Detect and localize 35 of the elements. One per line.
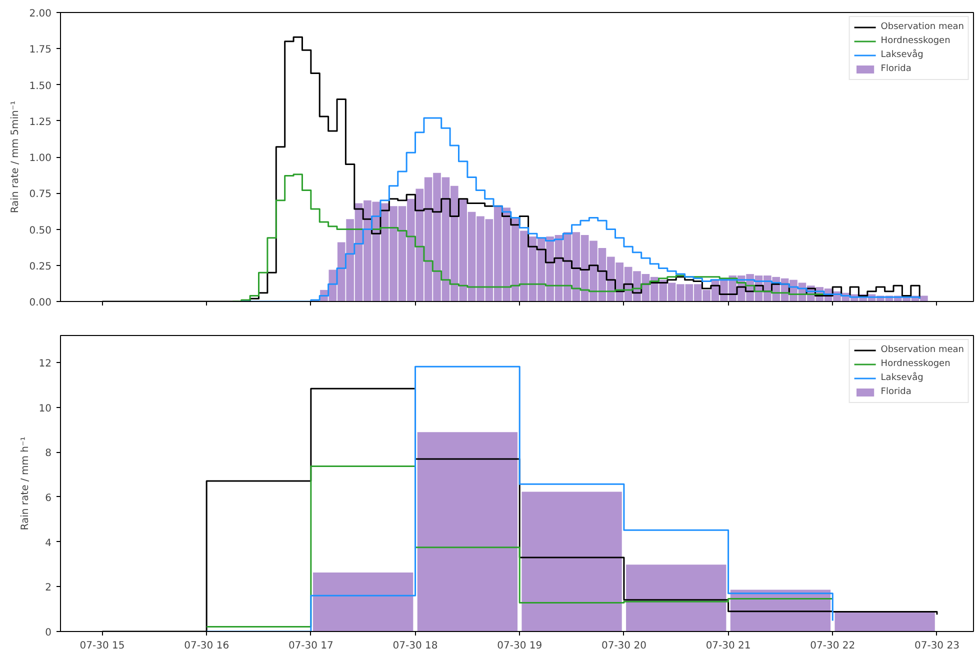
y-tick-label: 1.25 bbox=[29, 116, 52, 128]
y-tick-label: 1.50 bbox=[29, 80, 52, 92]
x-tick-label: 07-30 23 bbox=[914, 640, 960, 652]
legend-label: Florida bbox=[880, 386, 912, 398]
y-tick-label: 6 bbox=[45, 492, 52, 504]
y-tick-label: 2 bbox=[45, 582, 52, 594]
x-tick-label: 07-30 16 bbox=[184, 640, 230, 652]
legend-label: Laksevåg bbox=[880, 372, 924, 384]
x-tick-label: 07-30 17 bbox=[288, 640, 334, 652]
y-tick-label: 1.75 bbox=[29, 44, 52, 56]
x-tick-label: 07-30 20 bbox=[601, 640, 646, 652]
x-tick-label: 07-30 21 bbox=[706, 640, 751, 652]
legend-label: Laksevåg bbox=[880, 49, 924, 61]
legend-label: Observation mean bbox=[880, 21, 964, 33]
legend-label: Observation mean bbox=[880, 344, 964, 356]
y-tick-label: 1.00 bbox=[29, 153, 52, 164]
y-tick-label: 10 bbox=[38, 403, 52, 414]
y-tick-label: 0.25 bbox=[29, 261, 52, 272]
legend-label: Hordnesskogen bbox=[880, 358, 950, 370]
x-tick-label: 07-30 18 bbox=[392, 640, 438, 652]
x-tick-label: 07-30 19 bbox=[497, 640, 542, 652]
y-tick-label: 8 bbox=[45, 448, 52, 460]
y-tick-label: 0.75 bbox=[29, 189, 52, 200]
y-tick-label: 2.00 bbox=[29, 8, 52, 20]
y-axis-title: Rain rate / mm h⁻¹ bbox=[20, 436, 31, 530]
y-tick-label: 0.50 bbox=[29, 225, 52, 236]
y-tick-label: 4 bbox=[45, 538, 52, 549]
y-tick-label: 0 bbox=[45, 628, 52, 638]
legend-label: Florida bbox=[880, 63, 912, 75]
y-tick-label: 12 bbox=[38, 358, 52, 370]
y-axis-title: Rain rate / mm 5min⁻¹ bbox=[10, 100, 22, 214]
legend-label: Hordnesskogen bbox=[880, 35, 950, 47]
x-tick-label: 07-30 22 bbox=[810, 640, 856, 652]
y-tick-label: 0.00 bbox=[29, 298, 52, 308]
x-tick-label: 07-30 15 bbox=[80, 640, 125, 652]
